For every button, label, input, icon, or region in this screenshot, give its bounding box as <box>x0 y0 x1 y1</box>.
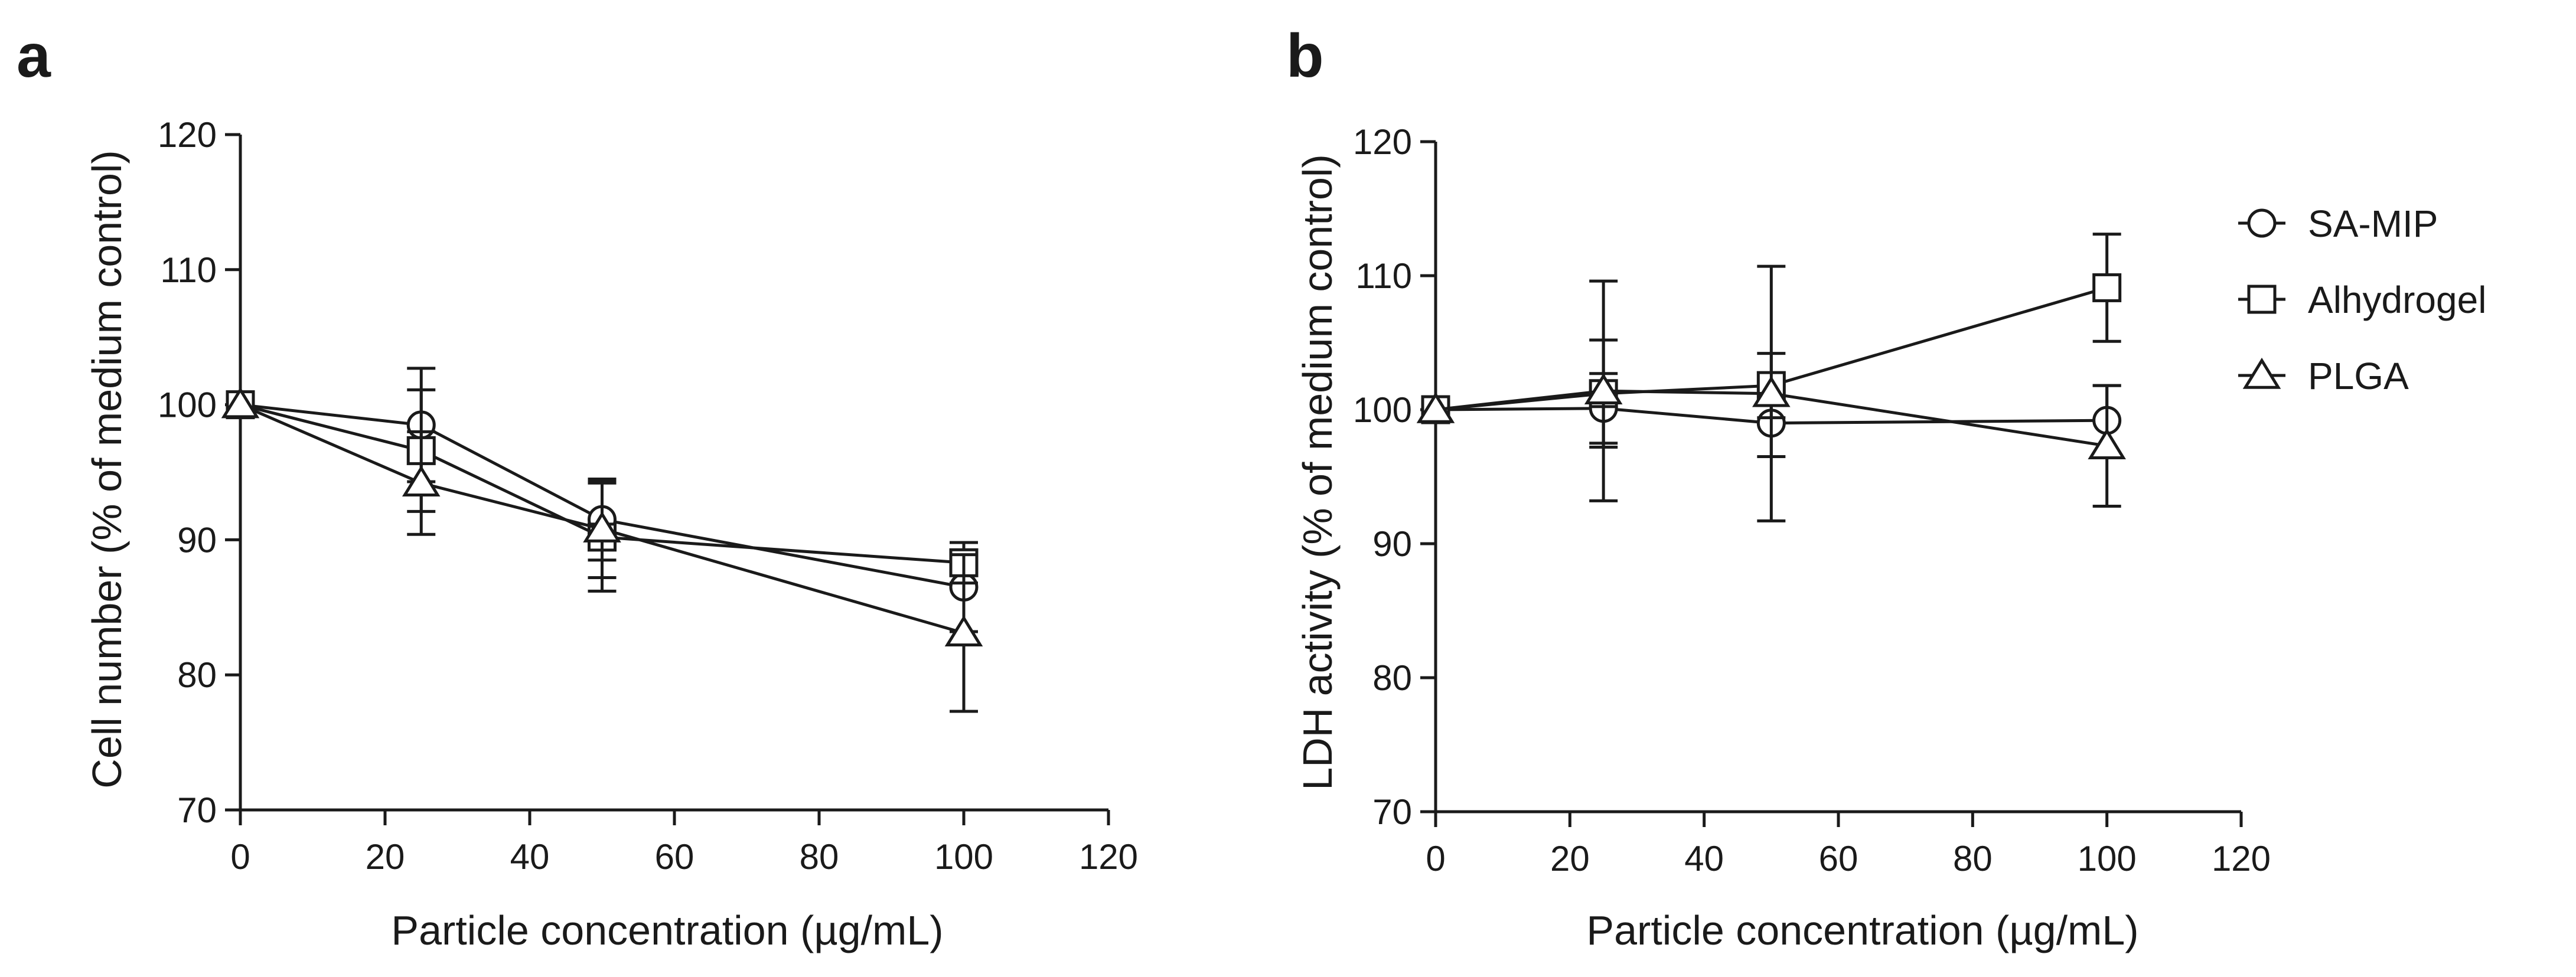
legend-label-sa-mip: SA-MIP <box>2308 202 2438 245</box>
legend-marker-shape <box>2247 285 2277 314</box>
y-tick-label: 80 <box>177 655 217 695</box>
legend-triangle-marker <box>2238 357 2285 389</box>
x-tick-label: 40 <box>1684 839 1724 878</box>
y-tick-label: 100 <box>158 385 217 425</box>
data-point-triangle <box>221 387 260 419</box>
legend-marker-shape <box>2242 357 2281 389</box>
panel-b-axes <box>1434 142 2241 813</box>
legend-item-plga: PLGA <box>2238 355 2409 397</box>
series-line <box>240 403 964 564</box>
panel-a-letter: a <box>17 22 51 90</box>
panel-a-series <box>221 367 983 713</box>
series-plga <box>1416 264 2126 522</box>
panel-a-y-axis-title: Cell number (% of medium control) <box>84 150 130 788</box>
legend-label-plga: PLGA <box>2308 355 2409 397</box>
legend-marker-shape <box>2247 208 2277 238</box>
legend-item-alhydrogel: Alhydrogel <box>2238 279 2486 321</box>
panel-a: a 0 20 40 60 80 100 120 70 80 90 100 110 120 Particl… <box>17 22 1138 953</box>
x-tick-label: 120 <box>2212 839 2271 878</box>
panel-b-series <box>1416 233 2126 522</box>
x-tick-label: 20 <box>366 837 405 877</box>
y-tick-label: 90 <box>1372 524 1412 564</box>
x-tick-label: 60 <box>655 837 694 877</box>
data-point-triangle <box>944 615 983 647</box>
y-tick-label: 100 <box>1353 390 1412 430</box>
series-line <box>240 403 964 589</box>
panel-a-x-axis-title: Particle concentration (µg/mL) <box>391 907 943 953</box>
y-tick-label: 90 <box>177 520 217 560</box>
y-tick-label: 110 <box>1355 256 1412 296</box>
legend-circle-marker <box>2238 208 2285 238</box>
x-tick-label: 60 <box>1819 839 1858 878</box>
panel-a-axes <box>239 135 1108 812</box>
legend-item-sa-mip: SA-MIP <box>2238 202 2438 245</box>
x-tick-label: 120 <box>1079 837 1138 877</box>
series-line <box>1435 407 2107 425</box>
y-tick-label: 70 <box>177 790 217 830</box>
data-point-square <box>2092 273 2122 302</box>
panel-b-letter: b <box>1286 22 1324 90</box>
legend-square-marker <box>2238 285 2285 314</box>
x-tick-label: 20 <box>1550 839 1590 878</box>
y-tick-label: 80 <box>1372 658 1412 698</box>
series-plga <box>221 387 983 713</box>
x-tick-label: 100 <box>2078 839 2137 878</box>
x-tick-label: 40 <box>510 837 550 877</box>
x-tick-label: 80 <box>1953 839 1993 878</box>
data-point-triangle <box>1416 391 1455 423</box>
y-tick-label: 70 <box>1372 792 1412 832</box>
panel-b-x-axis-title: Particle concentration (µg/mL) <box>1586 907 2138 953</box>
data-point-triangle <box>2088 428 2126 460</box>
legend-label-alhydrogel: Alhydrogel <box>2308 279 2486 321</box>
data-point-triangle <box>583 511 621 543</box>
x-tick-label: 0 <box>1426 839 1445 878</box>
series-line <box>1435 389 2108 447</box>
panel-b-ticks: 0 20 40 60 80 100 120 70 80 90 100 110 120 <box>1353 122 2271 878</box>
legend: SA-MIP Alhydrogel PLGA <box>2238 202 2486 397</box>
x-tick-label: 0 <box>230 837 250 877</box>
y-tick-label: 120 <box>158 115 217 155</box>
x-tick-label: 100 <box>934 837 993 877</box>
data-point-triangle <box>1584 373 1623 404</box>
x-tick-label: 80 <box>800 837 839 877</box>
data-point-triangle <box>402 465 441 497</box>
y-tick-label: 120 <box>1353 122 1412 162</box>
series-line <box>240 403 964 635</box>
data-point-triangle <box>1752 375 1791 407</box>
panel-b: b 0 20 40 60 80 100 120 70 80 90 100 110 120 Particl… <box>1286 22 2486 953</box>
panel-b-y-axis-title: LDH activity (% of medium control) <box>1294 154 1341 790</box>
panel-a-ticks: 0 20 40 60 80 100 120 70 80 90 100 110 120 <box>158 115 1138 877</box>
y-tick-label: 110 <box>160 250 217 290</box>
